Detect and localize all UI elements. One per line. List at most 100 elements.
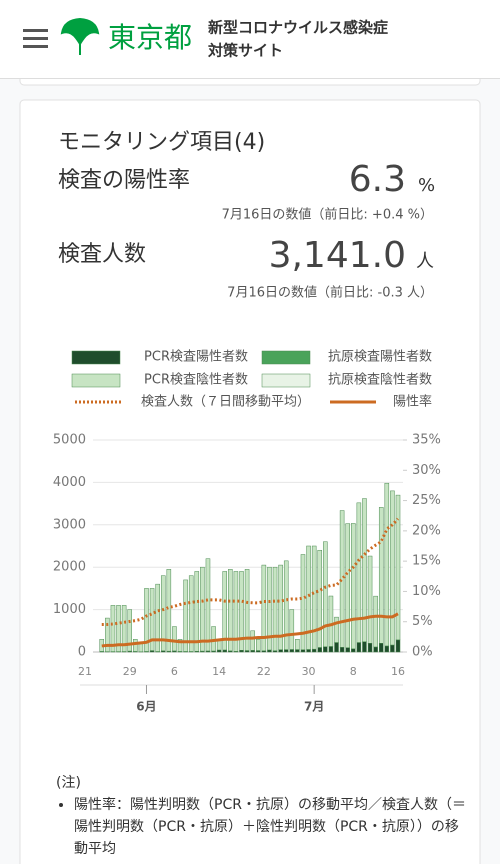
- y-tick-label: 1000: [53, 602, 86, 617]
- bar-segment: [323, 541, 328, 647]
- bar-segment: [205, 558, 211, 652]
- bar-segment: [127, 609, 132, 652]
- y2-tick-label: 25%: [412, 493, 441, 508]
- bar-segment: [362, 498, 367, 642]
- legend-swatch: [71, 373, 121, 388]
- bar-segment: [267, 649, 272, 653]
- bar-segment: [345, 523, 350, 648]
- x-tick-label: 21: [78, 665, 92, 678]
- dotted-line: [101, 517, 400, 626]
- bar-segment: [300, 649, 306, 653]
- bar-segment: [384, 645, 390, 653]
- bar-segment: [339, 647, 345, 653]
- y2-tick-label: 5%: [412, 614, 433, 629]
- bar-segment: [105, 617, 110, 652]
- bar-segment: [295, 649, 300, 653]
- bar-segment: [188, 575, 194, 652]
- bar-segment: [395, 494, 401, 641]
- bar-segment: [155, 583, 160, 652]
- bar-segment: [328, 646, 334, 653]
- y2-tick-label: 15%: [412, 554, 441, 569]
- bar-segment: [334, 642, 339, 653]
- bar-segment: [306, 545, 311, 650]
- bar-segment: [250, 630, 255, 651]
- bar-segment: [300, 554, 306, 650]
- bar-segment: [317, 647, 323, 653]
- bar-segment: [116, 605, 121, 652]
- bar-segment: [373, 646, 378, 653]
- bar-segment: [172, 626, 177, 652]
- site-title[interactable]: 新型コロナウイルス感染症: [208, 19, 388, 37]
- legend-swatch: [261, 373, 311, 388]
- bar-segment: [133, 639, 138, 652]
- metric-value: 6.3: [349, 159, 406, 200]
- menu-bar: [23, 29, 48, 32]
- bar-segment: [194, 571, 200, 652]
- bar-segment: [378, 643, 384, 653]
- logo-icon[interactable]: [60, 17, 100, 55]
- bar-segment: [384, 482, 390, 647]
- legend-label: 抗原検査陰性者数: [328, 373, 432, 388]
- legend-label: 検査人数（７日間移動平均）: [141, 395, 310, 410]
- bar-segment: [200, 566, 205, 652]
- bar-segment: [272, 566, 278, 651]
- bar-segment: [239, 650, 244, 653]
- x-tick-label: 29: [123, 665, 137, 678]
- metric-label: 検査の陽性率: [58, 168, 190, 193]
- y-tick-label: 5000: [53, 433, 86, 448]
- y2-tick-label: 20%: [412, 523, 441, 538]
- bar-segment: [311, 648, 317, 653]
- header: [0, 0, 500, 78]
- bar-segment: [390, 490, 395, 646]
- bar-segment: [261, 564, 267, 652]
- bar-segment: [166, 569, 172, 652]
- bar-segment: [222, 649, 227, 653]
- bar-segment: [222, 571, 227, 651]
- menu-button[interactable]: [23, 29, 48, 48]
- bar-segment: [328, 595, 334, 647]
- y-tick-label: 3000: [53, 517, 86, 532]
- bar-segment: [289, 649, 295, 653]
- legend-label: 陽性率: [393, 394, 432, 410]
- metric-note: 7月16日の数値（前日比: -0.3 人）: [227, 285, 433, 301]
- menu-bar: [23, 37, 48, 40]
- bar-segment: [183, 579, 188, 652]
- legend-label: PCR検査陽性者数: [144, 350, 248, 365]
- logo-text[interactable]: 東京都: [108, 21, 192, 54]
- notes: (注) 陽性率：陽性判明数（PCR・抗原）の移動平均／検査人数（＝陽性判明数（P…: [56, 772, 466, 860]
- x-tick-label: 22: [257, 665, 271, 678]
- y2-tick-label: 0%: [412, 645, 433, 660]
- bar-segment: [244, 569, 250, 651]
- x-tick-label: 14: [212, 665, 226, 678]
- bar-segment: [121, 605, 127, 652]
- metric-unit: 人: [416, 251, 434, 272]
- bar-segment: [345, 647, 350, 653]
- bar-segment: [239, 571, 244, 651]
- bar-segment: [351, 523, 356, 650]
- bar-segment: [378, 507, 384, 644]
- x-tick-label: 30: [302, 665, 316, 678]
- card-title: モニタリング項目(4): [58, 130, 265, 155]
- bar-segment: [317, 549, 323, 648]
- month-label: 6月: [136, 700, 156, 714]
- bar-segment: [110, 605, 116, 652]
- bar-segment: [278, 649, 283, 653]
- site-title[interactable]: 対策サイト: [207, 42, 283, 60]
- bar-segment: [390, 644, 395, 653]
- bar-segment: [289, 609, 295, 650]
- bar-segment: [367, 555, 373, 644]
- metric-note: 7月16日の数値（前日比: +0.4 %）: [222, 207, 433, 223]
- rate-line: [101, 612, 399, 648]
- y2-tick-label: 30%: [412, 463, 441, 478]
- bar-segment: [334, 616, 339, 643]
- bar-segment: [362, 641, 367, 653]
- bar-segment: [211, 626, 216, 652]
- y-tick-label: 0: [78, 645, 86, 660]
- bar-segment: [177, 639, 183, 652]
- bar-segment: [233, 571, 239, 652]
- legend-swatch: [71, 350, 121, 365]
- metric-value: 3,141.0: [269, 235, 406, 276]
- bar-segment: [311, 545, 317, 650]
